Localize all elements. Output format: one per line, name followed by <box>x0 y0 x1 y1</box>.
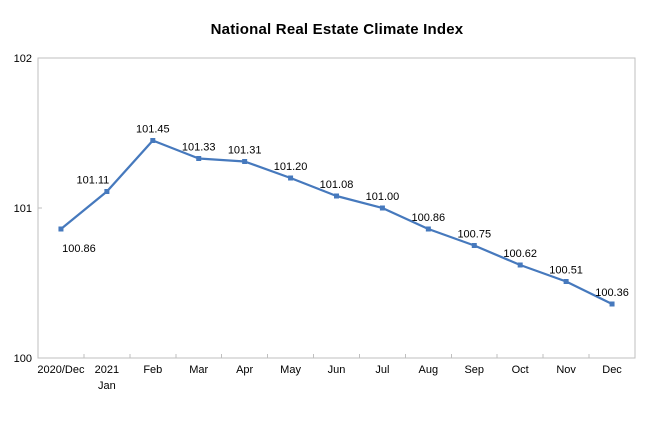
trend-line <box>59 139 614 306</box>
data-point-marker <box>379 205 385 211</box>
data-point-marker <box>288 175 294 181</box>
x-axis-tick-label: Mar <box>189 364 208 376</box>
x-axis-tick-label: 2020/Dec <box>37 364 85 376</box>
data-point-label: 101.45 <box>136 124 170 136</box>
data-point-label: 100.51 <box>549 265 583 277</box>
data-point-label: 100.86 <box>412 212 446 224</box>
data-point-marker <box>471 243 477 248</box>
x-axis-tick-label: Nov <box>556 364 576 376</box>
x-axis-tick-label: 2021 <box>95 364 119 376</box>
x-axis-tick-label: Jul <box>375 364 389 376</box>
plot-border <box>37 57 636 359</box>
x-axis-tick-label: Jan <box>98 380 116 392</box>
y-axis-tick-label: 101 <box>14 203 32 215</box>
data-point-label: 101.33 <box>182 142 216 154</box>
data-point-marker <box>150 138 156 143</box>
data-point-marker <box>609 301 615 307</box>
x-axis-tick-label: May <box>280 364 301 376</box>
data-point-marker <box>425 226 431 232</box>
data-point-label: 101.31 <box>228 145 262 157</box>
x-axis-tick-label: Apr <box>236 364 253 376</box>
y-axis-tick-label: 100 <box>14 353 32 365</box>
data-point-marker <box>334 193 339 199</box>
data-point-marker <box>104 189 110 194</box>
x-axis-tick-label: Aug <box>419 364 439 376</box>
x-axis-tick-label: Jun <box>328 364 346 376</box>
data-point-marker <box>242 159 248 164</box>
data-point-marker <box>563 279 569 284</box>
data-point-label: 100.36 <box>595 287 629 299</box>
data-point-marker <box>58 226 64 232</box>
y-axis-tick-label: 102 <box>14 53 32 65</box>
x-axis-tick-label: Dec <box>602 364 622 376</box>
data-point-label: 100.86 <box>62 243 96 255</box>
x-axis-tick-label: Oct <box>512 364 529 376</box>
x-axis-tick-label: Sep <box>464 364 484 376</box>
data-point-label: 101.11 <box>76 175 109 187</box>
data-point-label: 100.75 <box>457 229 491 241</box>
data-point-label: 101.00 <box>366 191 400 203</box>
chart-title: National Real Estate Climate Index <box>210 21 464 38</box>
data-point-label: 101.20 <box>274 161 308 173</box>
x-axis-tick-label: Feb <box>143 364 162 376</box>
data-point-label: 101.08 <box>320 179 354 191</box>
data-point-marker <box>517 262 523 268</box>
data-point-label: 100.62 <box>503 248 537 260</box>
data-point-marker <box>196 156 202 161</box>
